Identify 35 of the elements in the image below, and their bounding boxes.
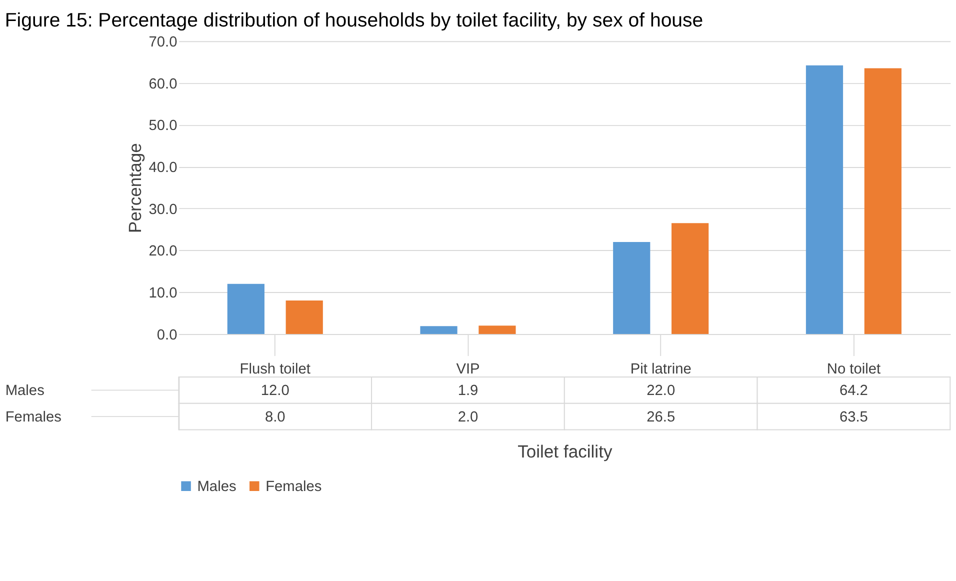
bar [613, 242, 650, 334]
text: Males [5, 383, 44, 400]
chart-title: Figure 15: Percentage distribution of households by toilet facility, by sex of house [4, 9, 704, 32]
data-label: 63.5 [839, 409, 868, 426]
data-label: 26.5 [646, 409, 676, 426]
legend-label: Females [266, 479, 322, 496]
bar [420, 326, 458, 334]
y-tick-label: 20.0 [148, 244, 178, 260]
x-tick-label: No toilet [826, 362, 881, 378]
x-tick-label: Flush toilet [240, 362, 310, 378]
y-tick-label: 50.0 [148, 118, 178, 134]
data-label: 64.2 [839, 383, 868, 400]
y-axis-title: Percentage [124, 143, 145, 233]
x-tick-label: VIP [456, 362, 480, 378]
bar [227, 284, 264, 334]
text: Females [5, 409, 62, 426]
bar [806, 65, 844, 334]
bar [286, 300, 323, 334]
y-tick-label: 0.0 [156, 327, 178, 344]
data-label: 8.0 [264, 409, 286, 426]
y-tick-label: 60.0 [148, 76, 178, 92]
y-tick-label: 30.0 [148, 202, 178, 218]
data-label: 22.0 [646, 383, 676, 400]
data-label: 12.0 [260, 383, 290, 400]
bar [672, 223, 709, 334]
data-label: 2.0 [458, 409, 478, 426]
bar [478, 326, 516, 334]
bar [864, 68, 902, 334]
x-axis-title: Toilet facility [518, 442, 612, 462]
y-tick-label: 10.0 [148, 286, 178, 302]
y-tick-label: 40.0 [148, 160, 178, 176]
data-label: 1.9 [458, 383, 478, 400]
y-tick-label: 70.0 [148, 34, 178, 50]
legend-label: Males [197, 479, 236, 496]
x-tick-label: Pit latrine [630, 362, 692, 378]
